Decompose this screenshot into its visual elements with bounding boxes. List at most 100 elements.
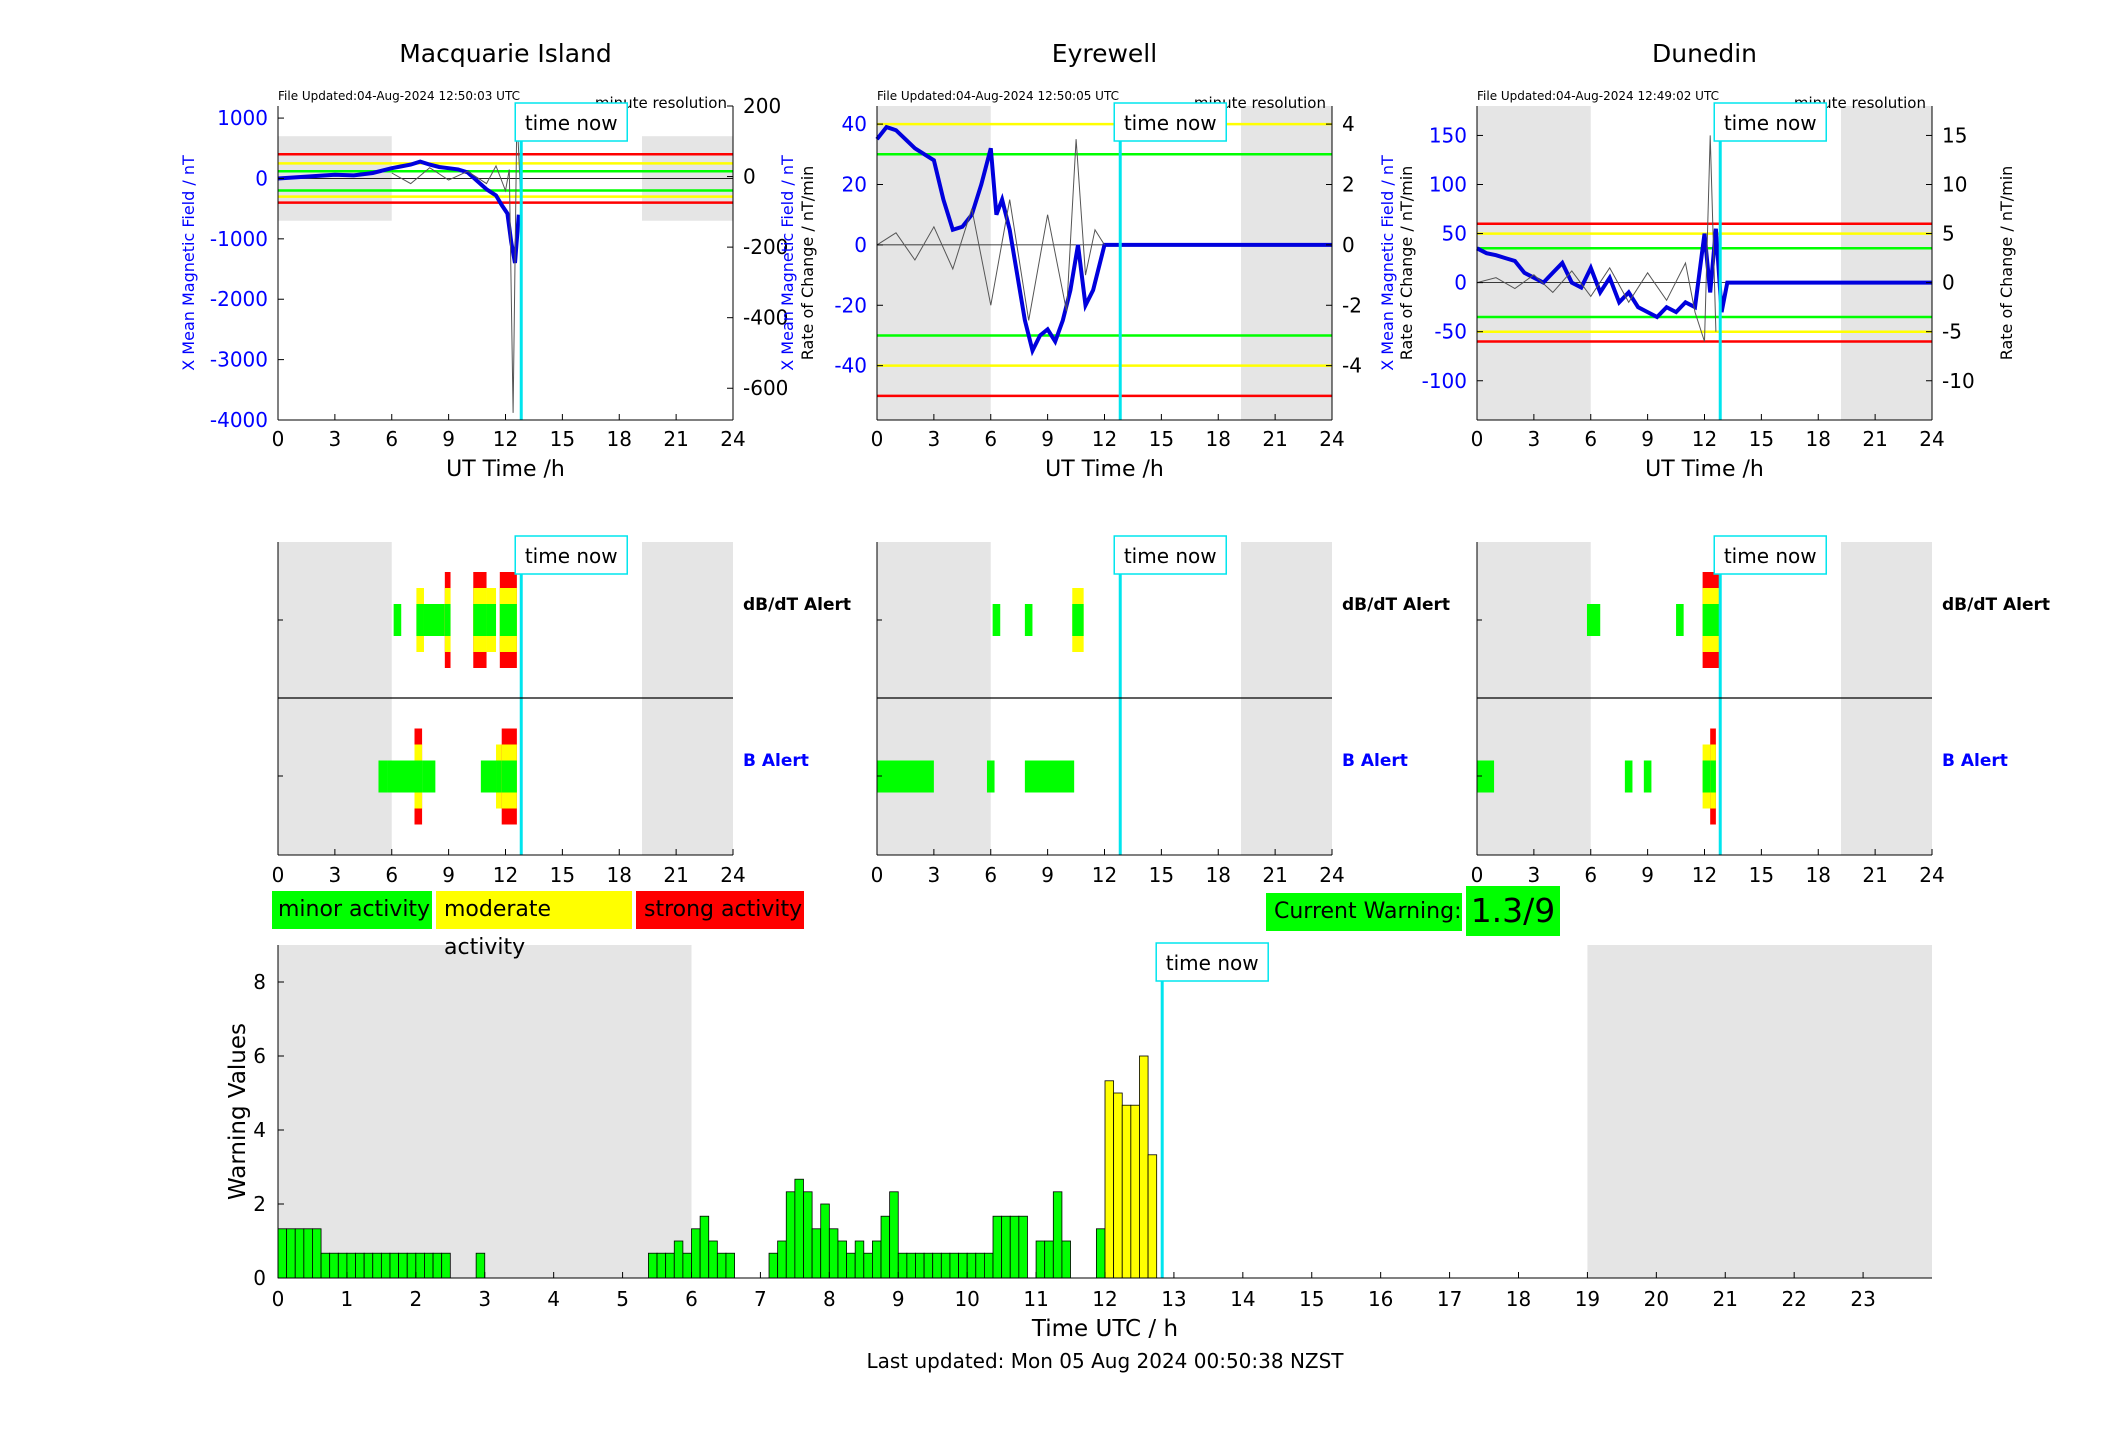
warning-bar (303, 1228, 313, 1279)
alert-x-tick-label: 9 (1641, 863, 1654, 887)
warning-bar (673, 1240, 684, 1279)
alert-block-minor (473, 604, 487, 636)
warning-x-tick-label: 0 (272, 1287, 285, 1311)
alert-x-tick-label: 21 (663, 863, 688, 887)
warning-x-tick-label: 2 (409, 1287, 422, 1311)
last-updated-label: Last updated: Mon 05 Aug 2024 00:50:38 N… (866, 1349, 1344, 1373)
y-tick-label-left: -2000 (210, 287, 268, 311)
current-warning-label: Current Warning: (1266, 893, 1462, 931)
warning-bar (708, 1240, 718, 1279)
x-tick-label: 6 (1584, 427, 1597, 451)
alert-block-minor (486, 604, 497, 636)
warning-bar (863, 1252, 873, 1279)
alert-x-tick-label: 18 (1206, 863, 1231, 887)
warning-bar (424, 1252, 434, 1279)
alert-x-tick-label: 12 (1692, 863, 1717, 887)
x-tick-label: 15 (550, 427, 575, 451)
alert-x-tick-label: 0 (1471, 863, 1484, 887)
y-tick-label-right: 10 (1942, 173, 1967, 197)
x-tick-label: 24 (720, 427, 745, 451)
y-axis-title-left: X Mean Magnetic Field / nT (1378, 155, 1397, 371)
x-tick-label: 6 (385, 427, 398, 451)
warning-bar (1001, 1215, 1011, 1279)
x-axis-title: UT Time /h (1045, 457, 1164, 482)
warning-bar (441, 1252, 451, 1279)
warning-bar (906, 1252, 916, 1279)
x-axis-title: UT Time /h (446, 457, 565, 482)
warning-bar (337, 1252, 348, 1279)
x-tick-label: 21 (1262, 427, 1287, 451)
warning-x-tick-label: 6 (685, 1287, 698, 1311)
warning-bar (880, 1215, 891, 1279)
warning-bar (294, 1228, 305, 1279)
warning-bar (1147, 1154, 1158, 1279)
alert-x-tick-label: 15 (550, 863, 575, 887)
warning-bar (992, 1215, 1003, 1279)
night-shading (278, 945, 692, 1278)
warning-bar (699, 1215, 710, 1279)
y-tick-label-right: 4 (1342, 112, 1355, 136)
time-now-label: time now (1166, 951, 1259, 975)
warning-bar (286, 1228, 296, 1279)
y-tick-label-right: -5 (1942, 320, 1962, 344)
warning-x-tick-label: 16 (1368, 1287, 1393, 1311)
x-tick-label: 12 (1092, 427, 1117, 451)
warning-bar (1104, 1080, 1115, 1279)
y-tick-label-left: 150 (1429, 123, 1467, 147)
y-tick-label-left: 1000 (217, 106, 268, 130)
warning-x-tick-label: 3 (478, 1287, 491, 1311)
warning-y-tick-label: 2 (253, 1192, 266, 1216)
alert-x-tick-label: 21 (1262, 863, 1287, 887)
warning-bar (277, 1228, 288, 1279)
y-tick-label-right: 0 (1342, 233, 1355, 257)
y-tick-label-left: 0 (255, 166, 268, 190)
warning-x-tick-label: 12 (1092, 1287, 1117, 1311)
warning-bar (1061, 1240, 1071, 1279)
x-tick-label: 21 (663, 427, 688, 451)
warning-bar (923, 1252, 934, 1279)
warning-x-tick-label: 20 (1644, 1287, 1669, 1311)
time-now-label: time now (525, 111, 618, 135)
warning-bar (975, 1252, 985, 1279)
alert-block-minor (1024, 760, 1075, 793)
y-tick-label-left: 40 (842, 112, 867, 136)
legend-moderate: moderate activity (436, 891, 632, 960)
warning-bar (958, 1252, 968, 1279)
alert-x-tick-label: 24 (720, 863, 745, 887)
warning-y-axis-title: Warning Values (225, 1023, 251, 1200)
x-tick-label: 24 (1919, 427, 1944, 451)
station-title: Dunedin (1652, 39, 1757, 68)
data-marks-layer (277, 110, 1932, 1279)
alert-block-minor (1676, 604, 1684, 636)
warning-bar (648, 1252, 658, 1279)
night-shading-layer (278, 106, 1932, 1278)
warning-y-tick-label: 6 (253, 1044, 266, 1068)
x-tick-label: 3 (1528, 427, 1541, 451)
warning-bar (828, 1228, 839, 1279)
y-tick-label-left: 50 (1442, 222, 1467, 246)
station-title: Macquarie Island (399, 39, 612, 68)
alert-x-tick-label: 18 (1806, 863, 1831, 887)
alert-block-minor (423, 604, 445, 636)
warning-bar (777, 1240, 787, 1279)
alert-x-tick-label: 0 (871, 863, 884, 887)
x-tick-label: 12 (493, 427, 518, 451)
warning-bar (1052, 1191, 1063, 1279)
warning-bar (837, 1240, 847, 1279)
time-now-box (1113, 102, 1227, 142)
y-tick-label-left: 20 (842, 173, 867, 197)
alert-x-tick-label: 24 (1919, 863, 1944, 887)
warning-bar (785, 1191, 796, 1279)
warning-x-tick-label: 14 (1230, 1287, 1255, 1311)
alert-block-minor (1702, 604, 1720, 636)
legend-minor: minor activity (272, 891, 432, 929)
alert-block-minor (1477, 760, 1495, 793)
alert-block-minor (1024, 604, 1033, 636)
alert-x-tick-label: 6 (385, 863, 398, 887)
warning-x-tick-label: 22 (1781, 1287, 1806, 1311)
warning-bar (854, 1240, 865, 1279)
warning-bar (949, 1252, 959, 1279)
warning-x-tick-label: 18 (1506, 1287, 1531, 1311)
file-updated-label: File Updated:04-Aug-2024 12:50:03 UTC (278, 89, 520, 103)
